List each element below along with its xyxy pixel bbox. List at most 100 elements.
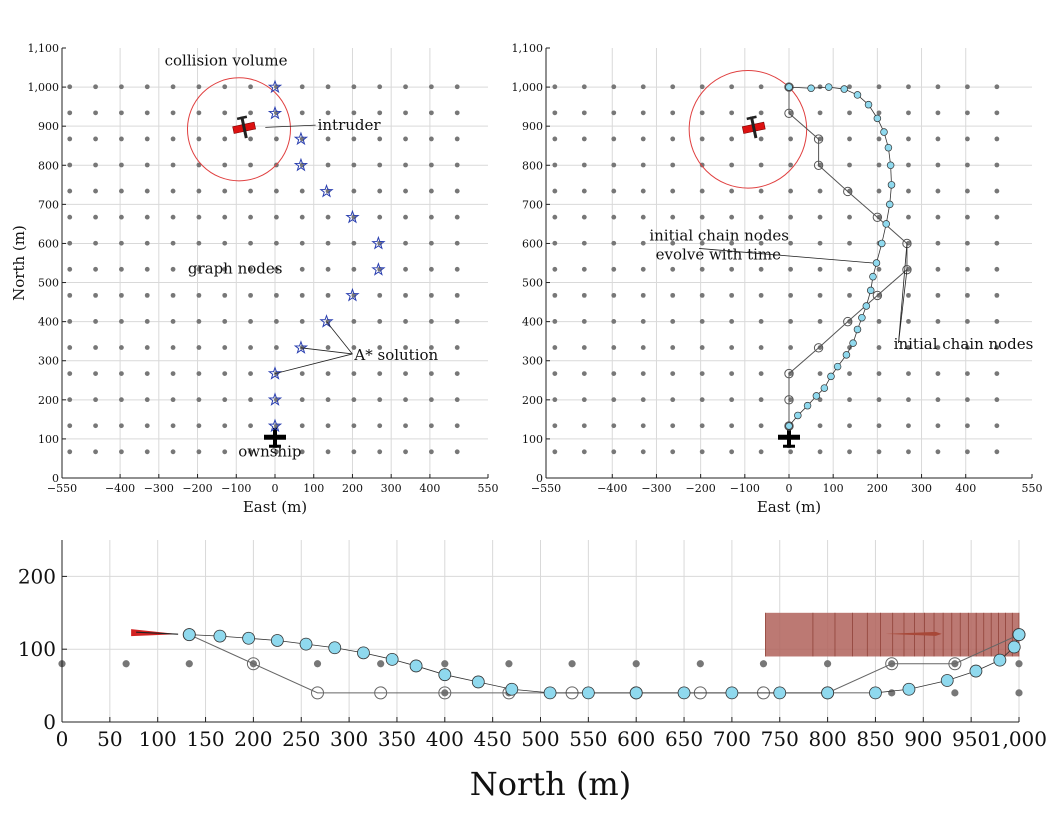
evolved-chain-node <box>849 339 857 347</box>
graph-node <box>325 84 331 90</box>
graph-node <box>581 110 587 116</box>
graph-node <box>729 371 735 376</box>
evolved-chain-node <box>438 668 452 682</box>
graph-node <box>93 397 98 403</box>
graph-node <box>847 345 852 350</box>
annotation-leader <box>326 321 353 355</box>
graph-node <box>119 449 124 455</box>
y-tick-label: 200 <box>522 394 543 407</box>
graph-node <box>144 292 150 298</box>
graph-node <box>906 188 911 194</box>
graph-node <box>428 319 434 324</box>
graph-node <box>196 345 202 350</box>
graph-node <box>817 345 823 350</box>
graph-node <box>454 345 460 350</box>
x-tick-label: 100 <box>139 727 177 751</box>
graph-node <box>248 266 253 272</box>
graph-node <box>935 292 941 298</box>
graph-node <box>876 449 882 455</box>
graph-node <box>699 136 705 142</box>
evolved-chain-node <box>869 686 882 700</box>
graph-node <box>581 188 587 194</box>
graph-node <box>441 660 449 668</box>
x-tick-label: 200 <box>867 482 888 495</box>
x-tick-label: 550 <box>569 727 607 751</box>
graph-node <box>640 162 646 168</box>
x-tick-label: 750 <box>761 727 799 751</box>
graph-node <box>994 136 1000 142</box>
graph-node <box>299 397 305 403</box>
graph-node <box>640 371 646 376</box>
graph-node <box>196 319 202 324</box>
graph-node <box>403 423 408 429</box>
y-tick-label: 100 <box>18 637 56 661</box>
graph-node <box>222 266 228 272</box>
graph-node <box>611 345 617 350</box>
graph-node <box>935 423 941 429</box>
graph-node <box>670 423 676 429</box>
graph-node <box>640 423 646 429</box>
graph-node <box>144 423 150 429</box>
evolved-chain-node <box>821 686 834 700</box>
graph-node <box>67 397 73 403</box>
graph-node <box>935 110 941 116</box>
y-tick-label: 700 <box>38 198 59 211</box>
graph-node <box>581 214 587 220</box>
graph-node <box>758 214 764 220</box>
graph-node <box>817 266 823 272</box>
graph-node <box>699 292 705 298</box>
graph-node <box>170 214 176 220</box>
graph-node <box>906 345 911 350</box>
graph-node <box>273 266 279 272</box>
graph-node <box>817 188 823 194</box>
graph-node <box>170 319 176 324</box>
graph-node <box>170 449 176 455</box>
graph-node <box>299 84 305 90</box>
graph-node <box>817 84 823 90</box>
graph-node <box>965 292 970 298</box>
graph-node <box>965 266 970 272</box>
x-tick-label: 700 <box>713 727 751 751</box>
graph-node <box>325 214 331 220</box>
graph-node <box>1015 660 1023 668</box>
graph-node <box>222 423 228 429</box>
graph-node <box>640 397 646 403</box>
initial-chain-node <box>246 657 260 671</box>
graph-node <box>611 292 617 298</box>
panel-top-left: −550 −400 −300 −200 −100 0 100 200 300 400 550 0 100… <box>10 42 499 516</box>
graph-node <box>144 136 150 142</box>
annotation-intruder: intruder <box>318 116 382 134</box>
graph-node <box>581 345 587 350</box>
graph-node <box>222 449 228 455</box>
astar-node <box>267 366 283 380</box>
graph-node <box>119 110 124 116</box>
x-tick-label: 900 <box>904 727 942 751</box>
graph-node <box>351 188 357 194</box>
graph-node <box>196 371 202 376</box>
graph-node <box>699 188 705 194</box>
graph-node <box>119 345 124 350</box>
x-tick-label: −200 <box>686 482 716 495</box>
graph-node <box>788 292 793 298</box>
graph-node <box>552 292 558 298</box>
graph-node <box>640 345 646 350</box>
graph-node <box>965 136 970 142</box>
graph-node <box>196 449 202 455</box>
graph-node <box>632 660 640 668</box>
graph-node <box>351 266 357 272</box>
graph-node <box>454 188 460 194</box>
graph-node <box>552 319 558 324</box>
intruder-icon-tail <box>746 115 757 121</box>
graph-node <box>403 214 408 220</box>
graph-node <box>581 319 587 324</box>
graph-node <box>93 214 98 220</box>
x-tick-label: 100 <box>303 482 324 495</box>
y-tick-label: 900 <box>38 120 59 133</box>
graph-node <box>403 136 408 142</box>
evolved-chain-node <box>1012 628 1026 642</box>
graph-node <box>817 110 823 116</box>
graph-node <box>824 660 832 668</box>
graph-node <box>299 110 305 116</box>
graph-node <box>93 266 98 272</box>
graph-node <box>170 292 176 298</box>
